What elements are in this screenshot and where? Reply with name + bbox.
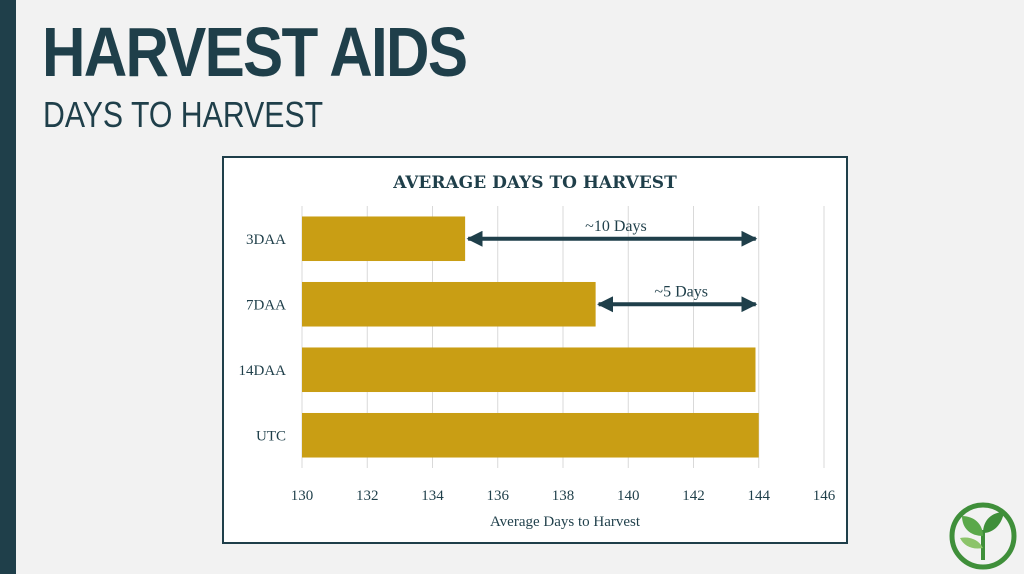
category-label: 7DAA [246, 297, 286, 313]
bar-3daa [302, 216, 466, 262]
x-tick-label: 138 [552, 488, 575, 504]
chart-frame: AVERAGE DAYS TO HARVEST 3DAA 7DAA 14DAA UTC 1… [222, 156, 848, 544]
slide-subtitle: DAYS TO HARVEST [43, 94, 324, 135]
x-tick-label: 144 [748, 488, 771, 504]
bar-chart: AVERAGE DAYS TO HARVEST 3DAA 7DAA 14DAA UTC 1… [239, 173, 836, 530]
x-tick-label: 140 [617, 488, 640, 504]
chart-title: AVERAGE DAYS TO HARVEST [392, 173, 677, 193]
x-tick-label: 146 [813, 488, 836, 504]
x-tick-label: 142 [682, 488, 705, 504]
category-label: 3DAA [246, 232, 286, 248]
category-label: 14DAA [239, 363, 287, 379]
slide-title: HARVEST AIDS [42, 13, 468, 91]
x-tick-label: 134 [421, 488, 444, 504]
category-label: UTC [256, 428, 286, 444]
x-tick-label: 132 [356, 488, 379, 504]
side-accent-bar [0, 0, 16, 574]
difference-label: ~10 Days [585, 218, 647, 235]
x-axis-title: Average Days to Harvest [490, 514, 641, 530]
bar-utc [302, 412, 759, 458]
x-tick-label: 130 [291, 488, 314, 504]
x-tick-label: 136 [487, 488, 510, 504]
leaf-sprout-icon [949, 502, 1017, 570]
bar-14daa [302, 347, 756, 393]
difference-label: ~5 Days [654, 283, 708, 300]
bar-7daa [302, 281, 596, 327]
